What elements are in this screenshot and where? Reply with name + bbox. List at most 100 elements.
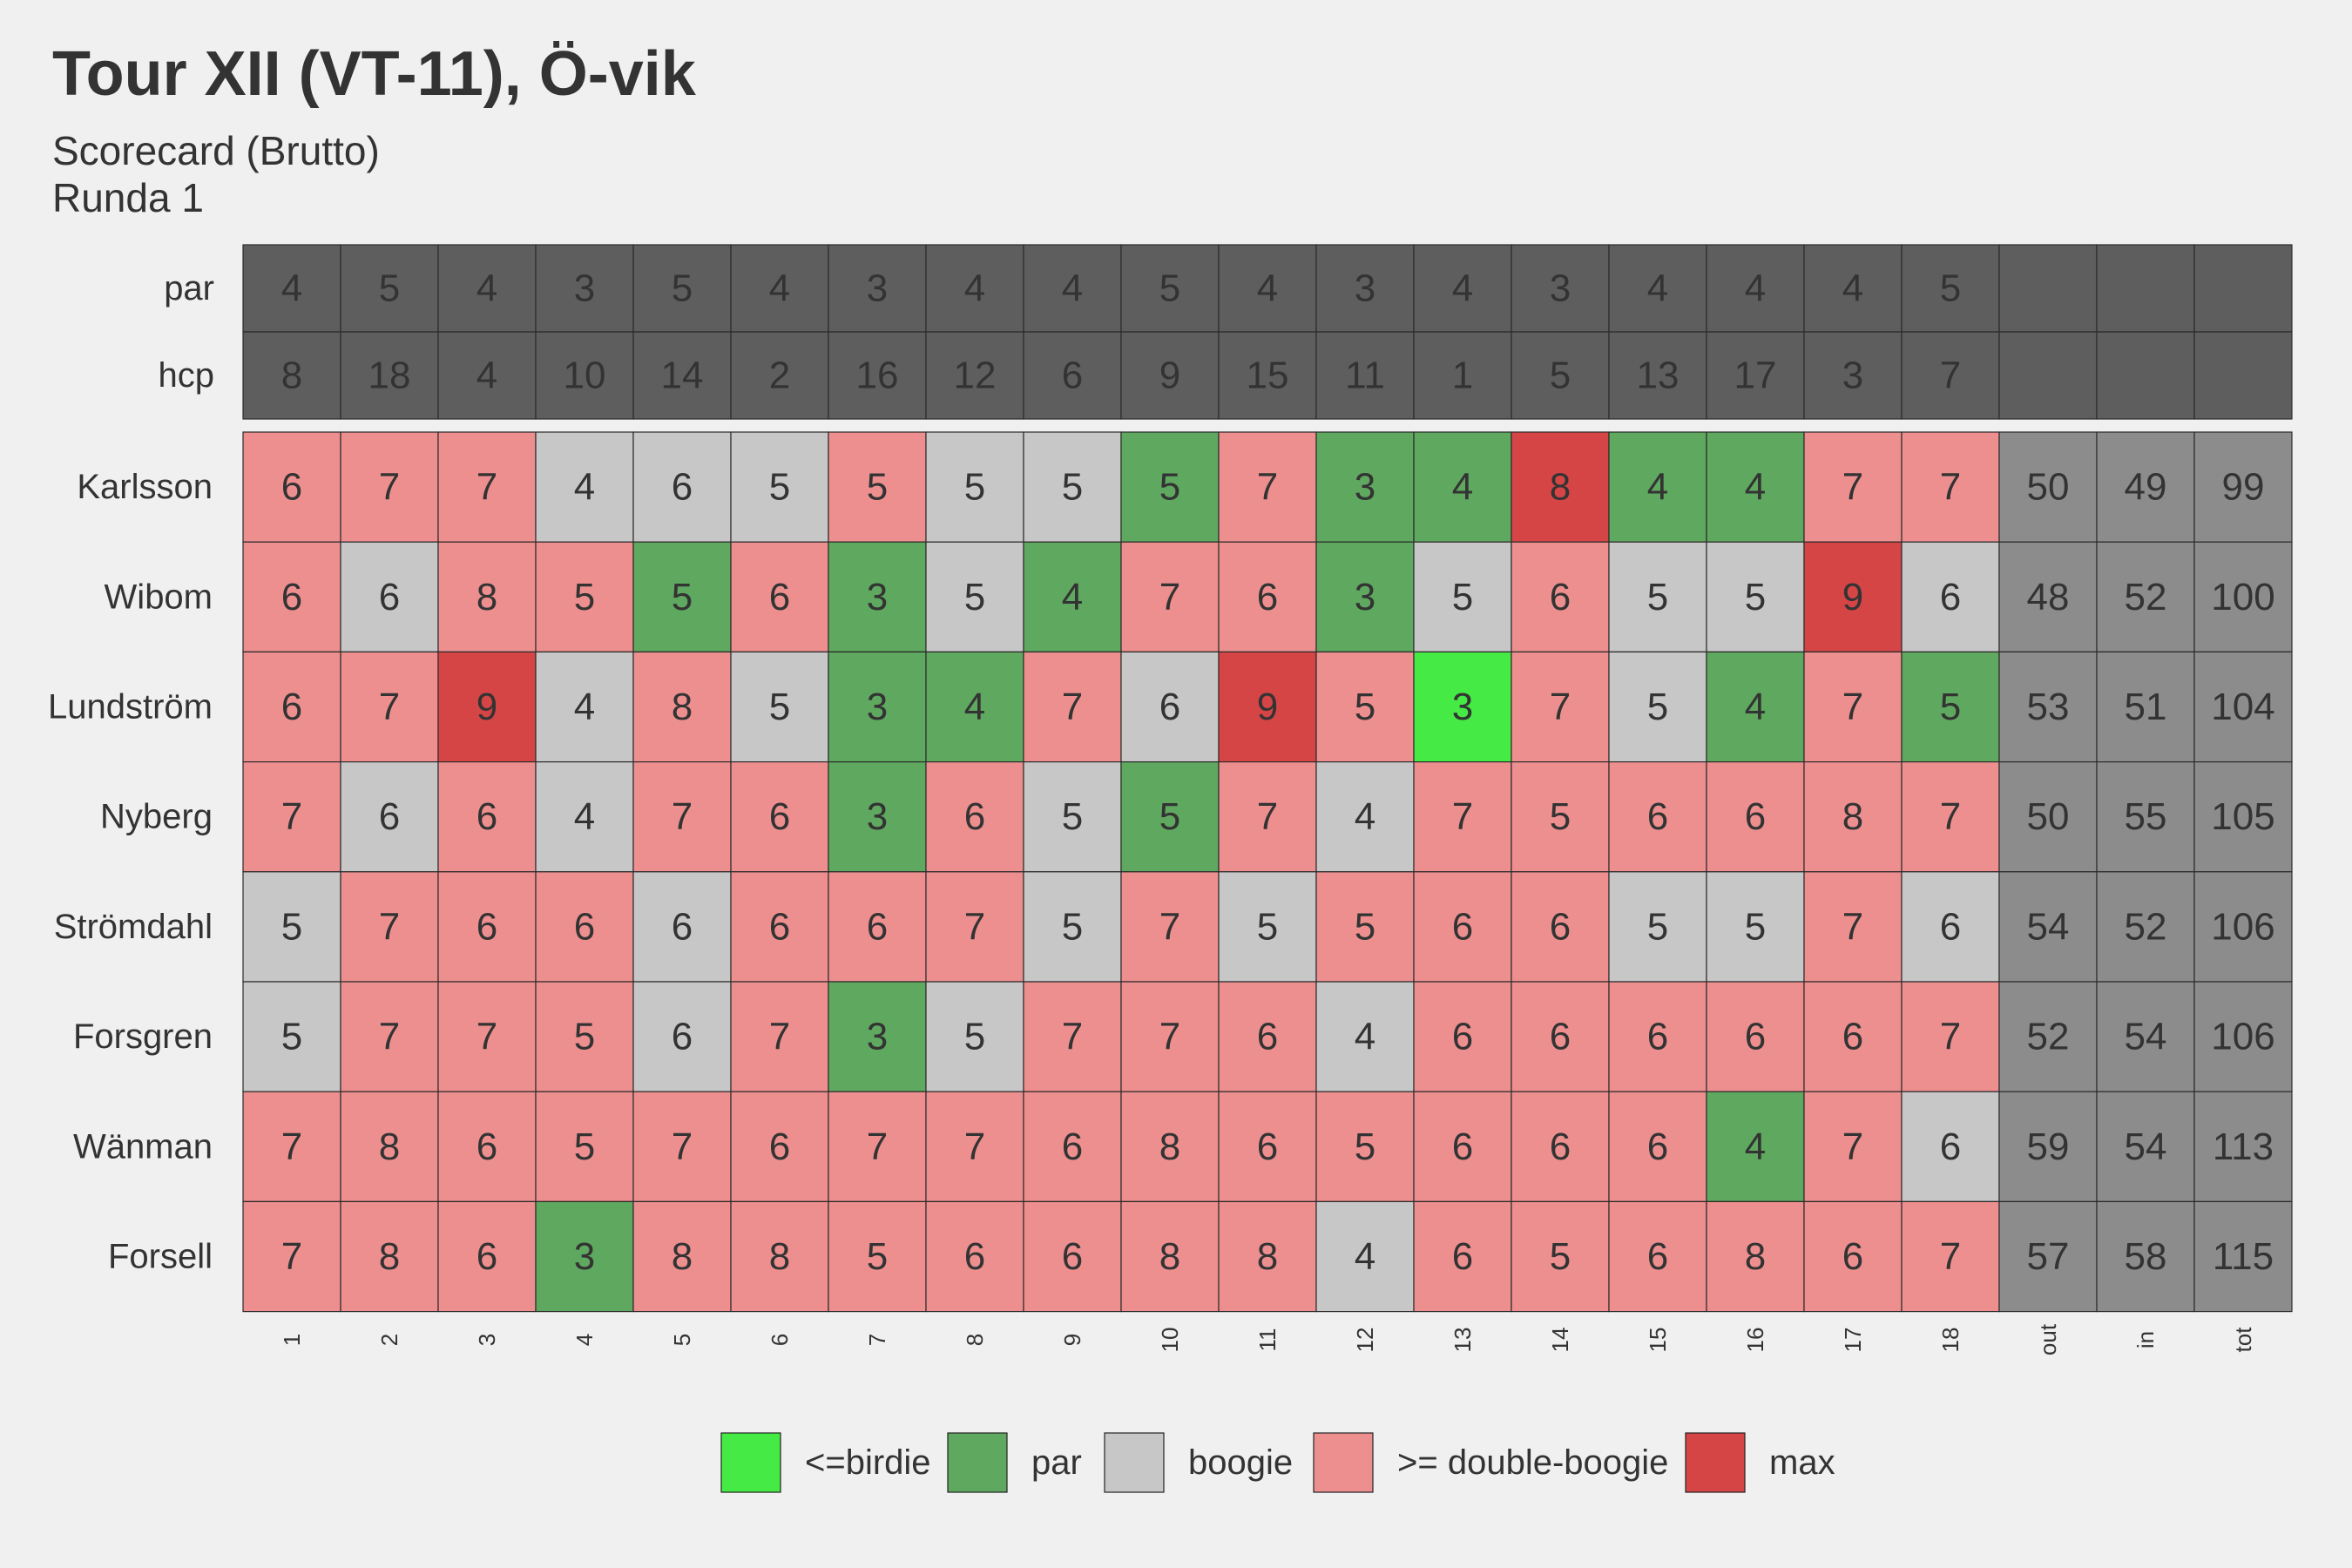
score-value: 6	[281, 466, 302, 509]
hcp-value: 9	[1159, 355, 1180, 397]
score-cell	[242, 651, 341, 763]
score-cell	[1023, 431, 1122, 543]
score-value: 8	[1159, 1235, 1180, 1278]
score-cell	[1023, 981, 1122, 1092]
hcp-cell	[730, 331, 829, 420]
par-value: 4	[1452, 267, 1473, 310]
score-cell	[1315, 871, 1415, 983]
hcp-cell	[1608, 331, 1707, 420]
score-value: 6	[769, 905, 790, 948]
score-value: 7	[964, 905, 985, 948]
score-cell	[535, 1091, 634, 1202]
score-value: 8	[379, 1235, 400, 1278]
hcp-value: 5	[1550, 355, 1571, 397]
par-cell	[1218, 244, 1317, 333]
score-cell	[1023, 1200, 1122, 1313]
score-value: 5	[867, 1235, 888, 1278]
total-value: 50	[2027, 466, 2070, 509]
total-value: 55	[2125, 795, 2167, 838]
score-cell	[1218, 651, 1317, 763]
total-value: 115	[2213, 1235, 2274, 1278]
total-cell-out	[1998, 431, 2098, 543]
score-value: 3	[867, 1016, 888, 1058]
player-name: Lundström	[48, 688, 213, 727]
score-value: 3	[1355, 466, 1375, 509]
score-value: 8	[1159, 1125, 1180, 1168]
score-cell	[1315, 760, 1415, 873]
par-cell	[1023, 244, 1122, 333]
score-value: 4	[964, 686, 985, 728]
player-name: Forsell	[108, 1238, 213, 1276]
total-value: 58	[2125, 1235, 2167, 1278]
score-value: 7	[672, 1125, 693, 1168]
score-cell	[1608, 760, 1707, 873]
total-value: 54	[2125, 1016, 2167, 1058]
score-value: 6	[281, 576, 302, 618]
score-value: 5	[1257, 905, 1278, 948]
total-value: 50	[2027, 795, 2070, 838]
score-value: 7	[1940, 1235, 1961, 1278]
score-cell	[1803, 431, 1903, 543]
score-cell	[1803, 651, 1903, 763]
score-value: 6	[379, 795, 400, 838]
x-tick-label: 13	[1450, 1328, 1476, 1353]
score-value: 5	[1647, 686, 1668, 728]
score-cell	[1511, 431, 1610, 543]
par-cell	[828, 244, 927, 333]
score-cell	[1511, 541, 1610, 653]
total-cell-out	[1998, 1200, 2098, 1313]
score-value: 6	[769, 1125, 790, 1168]
score-value: 8	[1257, 1235, 1278, 1278]
par-value: 4	[281, 267, 302, 310]
x-tick-label: 15	[1645, 1328, 1671, 1353]
player-name: Karlsson	[77, 468, 213, 506]
score-value: 7	[1842, 466, 1863, 509]
x-tick-label: 7	[864, 1334, 890, 1346]
total-value: 57	[2027, 1235, 2070, 1278]
x-tick-label: 18	[1937, 1328, 1963, 1353]
score-value: 5	[1745, 905, 1766, 948]
score-cell	[828, 1091, 927, 1202]
score-cell	[1901, 1091, 2000, 1202]
score-value: 6	[281, 686, 302, 728]
total-cell-in	[2096, 431, 2195, 543]
score-value: 5	[964, 1016, 985, 1058]
par-value: 5	[1940, 267, 1961, 310]
total-value: 106	[2211, 1016, 2274, 1058]
score-value: 6	[1257, 1016, 1278, 1058]
x-tick-label: 10	[1157, 1328, 1183, 1353]
score-cell	[535, 651, 634, 763]
score-cell	[730, 1200, 829, 1313]
par-cell	[2193, 244, 2293, 333]
par-value: 4	[964, 267, 985, 310]
score-value: 6	[1745, 795, 1766, 838]
score-cell	[1901, 651, 2000, 763]
par-cell	[1998, 244, 2098, 333]
total-cell-tot	[2193, 981, 2293, 1092]
score-cell	[242, 1200, 341, 1313]
par-value: 3	[1550, 267, 1571, 310]
hcp-cell	[1120, 331, 1220, 420]
score-value: 6	[1940, 576, 1961, 618]
score-value: 6	[476, 795, 497, 838]
par-value: 4	[769, 267, 790, 310]
x-tick-label: in	[2132, 1331, 2159, 1348]
score-value: 5	[769, 466, 790, 509]
score-value: 7	[1062, 686, 1083, 728]
score-value: 5	[867, 466, 888, 509]
score-value: 7	[867, 1125, 888, 1168]
score-cell	[1706, 760, 1805, 873]
hcp-value: 6	[1062, 355, 1083, 397]
score-value: 5	[1062, 795, 1083, 838]
score-cell	[242, 541, 341, 653]
total-cell-in	[2096, 760, 2195, 873]
score-cell	[1706, 1200, 1805, 1313]
score-value: 5	[1159, 795, 1180, 838]
par-cell	[730, 244, 829, 333]
player-name: Strömdahl	[54, 908, 213, 946]
subtitle-line-1: Scorecard (Brutto)	[52, 128, 380, 173]
score-cell	[1803, 760, 1903, 873]
score-value: 6	[769, 795, 790, 838]
score-value: 4	[574, 795, 595, 838]
